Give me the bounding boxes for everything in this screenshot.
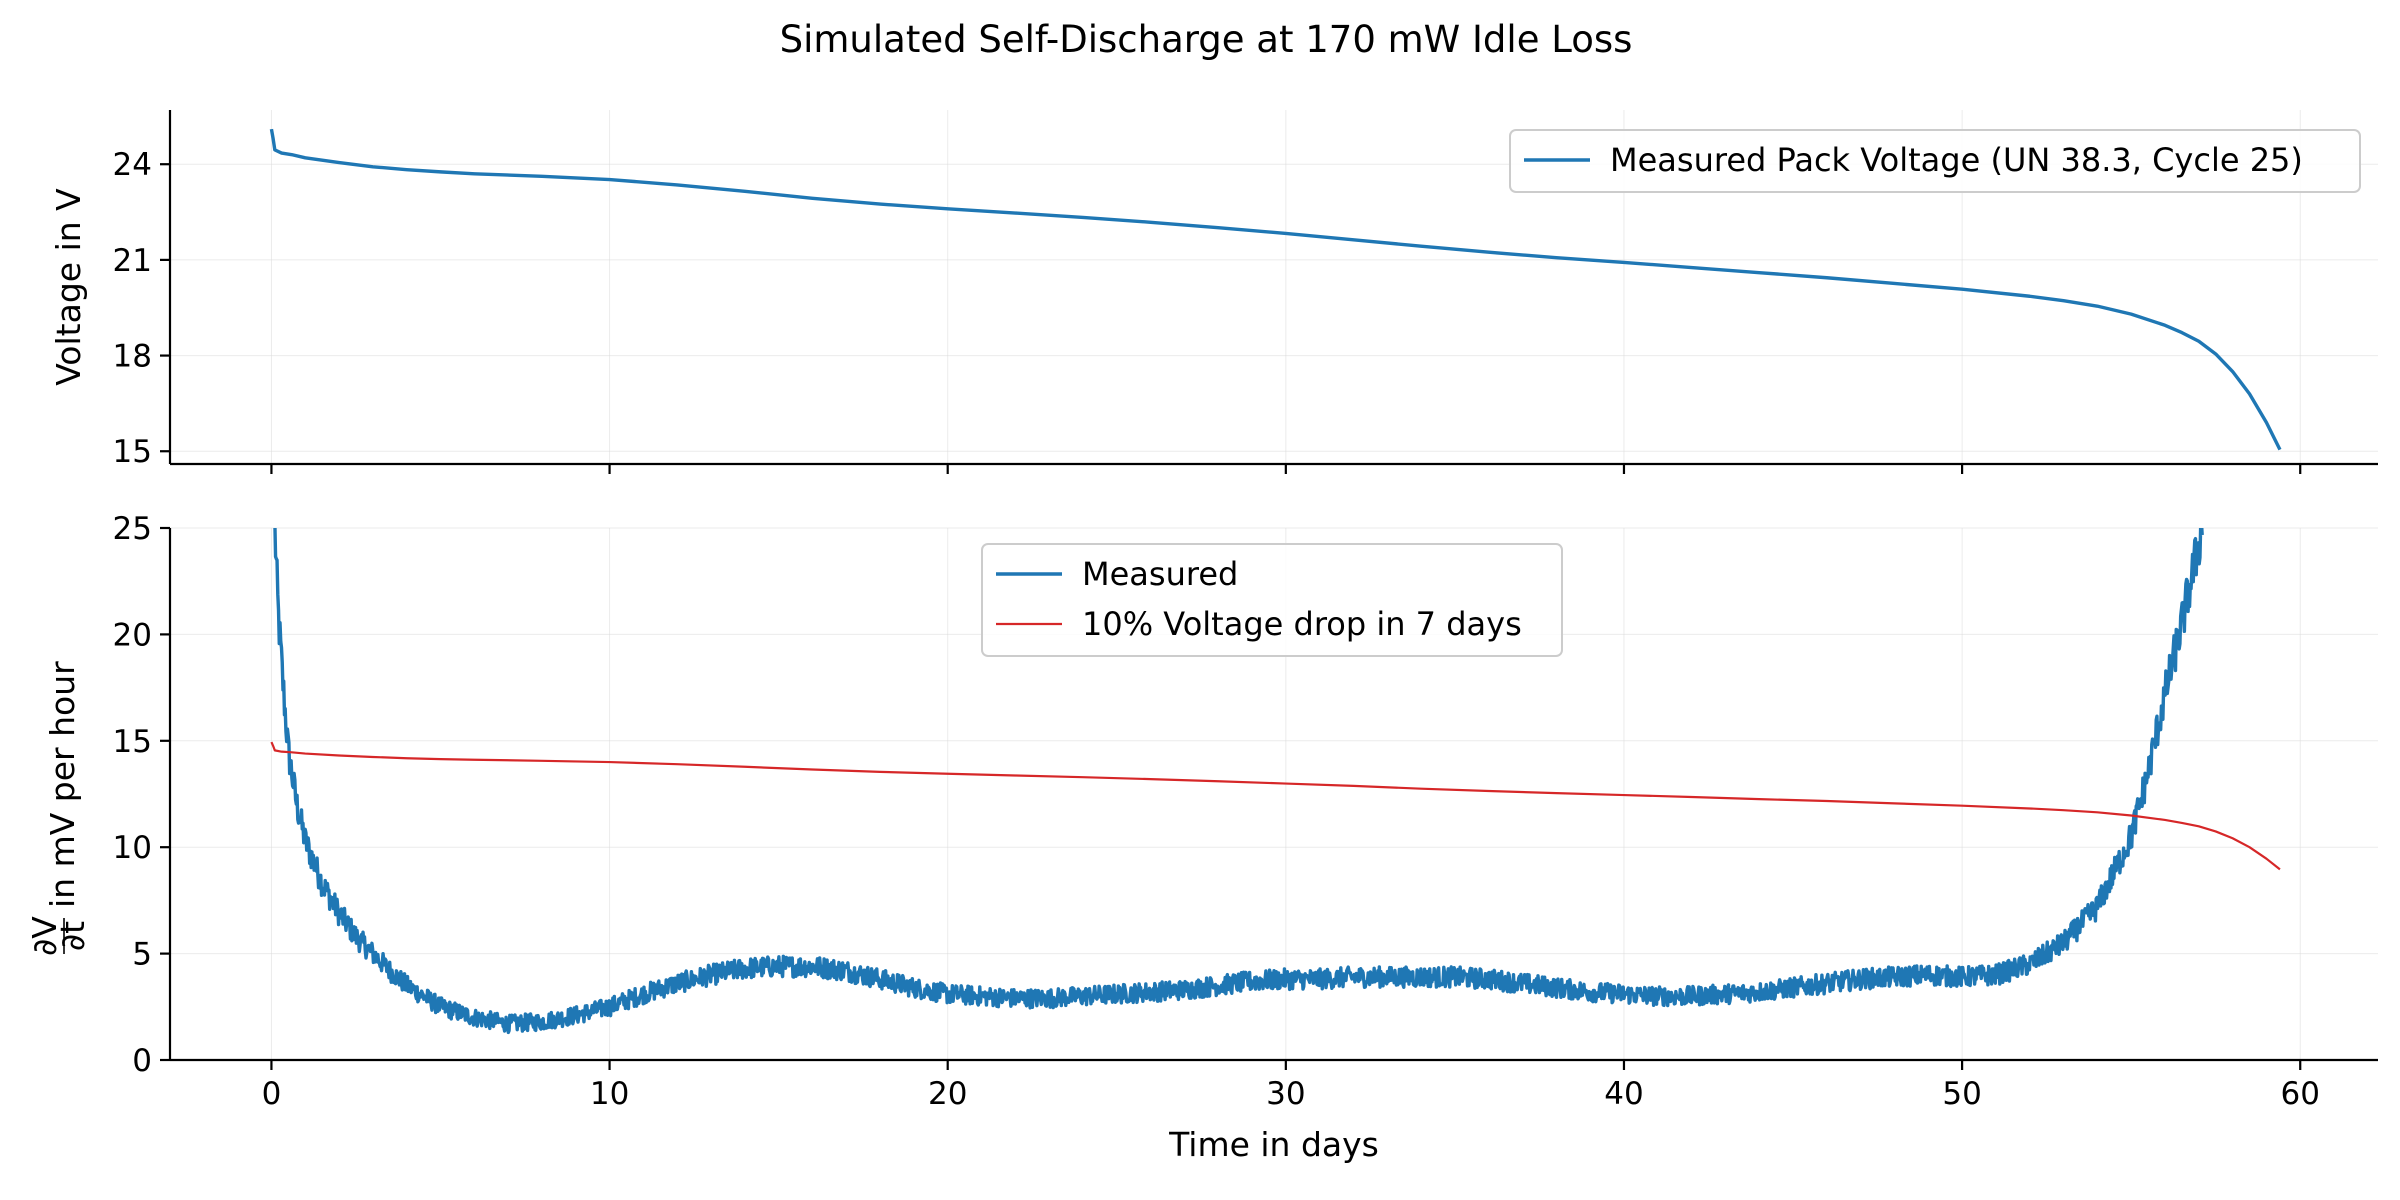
voltage-panel: 15 18 21 24 Voltage in V Measured Pack Voltag… bbox=[49, 110, 2378, 474]
y-tick-label: 24 bbox=[113, 147, 152, 183]
x-tick-label: 10 bbox=[590, 1076, 629, 1112]
legend: Measured 10% Voltage drop in 7 days bbox=[981, 543, 1563, 657]
x-tick-label: 40 bbox=[1604, 1076, 1643, 1112]
y-axis-label-numerator: ∂V bbox=[25, 916, 64, 956]
x-tick-label: 50 bbox=[1942, 1076, 1981, 1112]
chart-title: Simulated Self-Discharge at 170 mW Idle … bbox=[780, 18, 1633, 61]
series-line-reference bbox=[270, 741, 2281, 871]
legend-label: 10% Voltage drop in 7 days bbox=[1082, 605, 1522, 643]
x-tick-label: 60 bbox=[2281, 1076, 2320, 1112]
series-line-measured bbox=[273, 528, 2204, 1035]
y-tick-label: 20 bbox=[113, 617, 152, 653]
y-tick-label: 0 bbox=[132, 1043, 152, 1079]
y-tick-label: 10 bbox=[113, 830, 152, 866]
legend-label: Measured Pack Voltage (UN 38.3, Cycle 25… bbox=[1610, 141, 2303, 179]
legend-box bbox=[1509, 129, 2361, 193]
x-tick-label: 30 bbox=[1266, 1076, 1305, 1112]
y-tick-label: 15 bbox=[113, 724, 152, 760]
derivative-panel: 0 5 10 15 20 25 0 10 20 30 40 50 60 Time in days ∂V∂t i… bbox=[25, 511, 2378, 1164]
x-tick-label: 0 bbox=[262, 1076, 282, 1112]
y-tick-label: 21 bbox=[113, 243, 152, 279]
y-axis-label: ∂V∂t in mV per hour bbox=[25, 661, 92, 956]
y-axis-label-suffix: in mV per hour bbox=[43, 661, 82, 908]
y-axis-label-denominator: ∂t bbox=[53, 921, 92, 951]
y-tick-label: 18 bbox=[113, 339, 152, 375]
y-tick-label: 15 bbox=[113, 434, 152, 470]
series-line-voltage bbox=[269, 128, 2282, 451]
legend-label: Measured bbox=[1082, 555, 1238, 593]
legend-box bbox=[981, 543, 1563, 657]
y-tick-label: 5 bbox=[132, 937, 152, 973]
x-tick-label: 20 bbox=[928, 1076, 967, 1112]
x-axis-label: Time in days bbox=[1168, 1125, 1379, 1164]
y-tick-label: 25 bbox=[113, 511, 152, 547]
y-axis-label: Voltage in V bbox=[49, 188, 88, 386]
legend: Measured Pack Voltage (UN 38.3, Cycle 25… bbox=[1509, 129, 2361, 193]
